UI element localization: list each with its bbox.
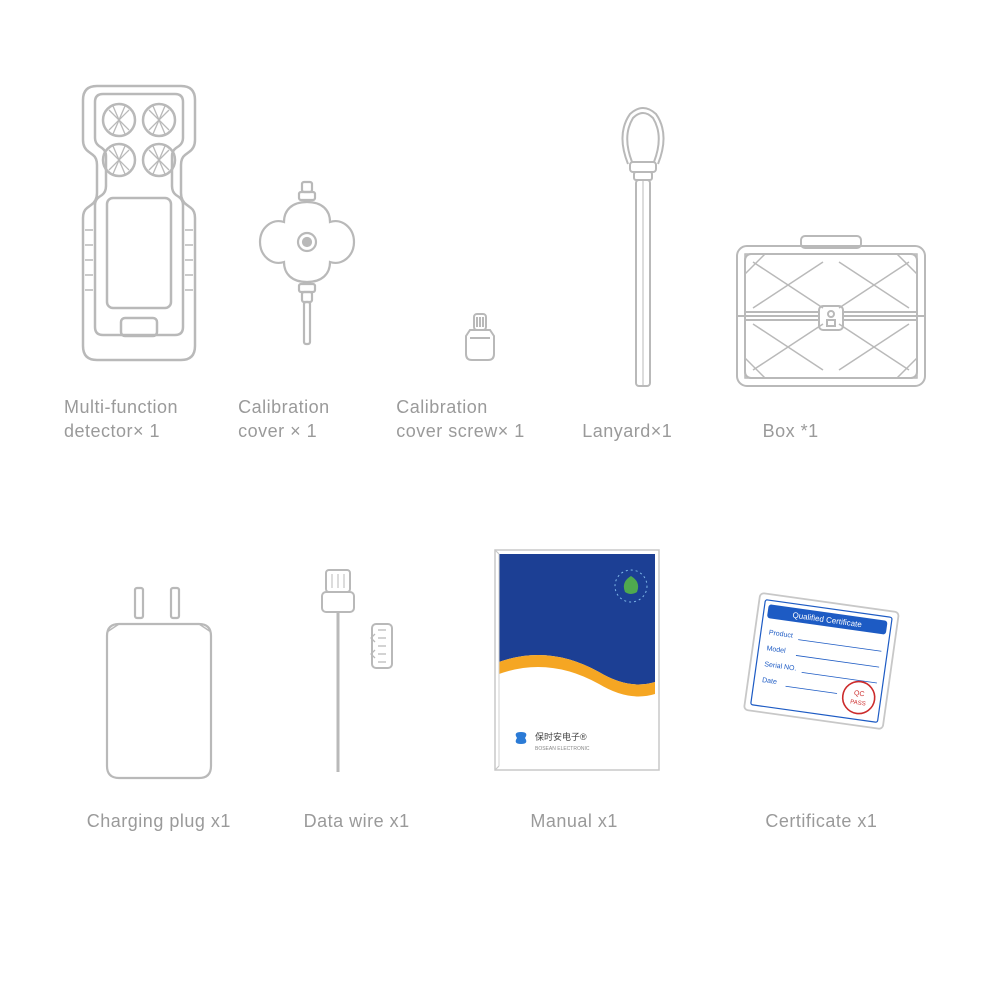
label-cert: Certificate x1 bbox=[765, 809, 877, 833]
label-box: Box *1 bbox=[723, 419, 819, 443]
item-calscrew: Calibration cover screw× 1 bbox=[396, 80, 564, 444]
lanyard-icon bbox=[608, 104, 678, 394]
item-wire: Data wire x1 bbox=[268, 544, 446, 833]
svg-text:BOSEAN ELECTRONIC: BOSEAN ELECTRONIC bbox=[535, 746, 590, 752]
svg-text:保时安电子®: 保时安电子® bbox=[535, 731, 587, 742]
item-box: Box *1 bbox=[723, 104, 940, 443]
item-plug: Charging plug x1 bbox=[60, 544, 258, 833]
label-calscrew: Calibration cover screw× 1 bbox=[396, 395, 525, 444]
wire-icon bbox=[302, 564, 412, 784]
box-icon bbox=[731, 234, 931, 394]
item-detector: Multi-function detector× 1 bbox=[60, 80, 218, 444]
calcover-icon bbox=[252, 180, 362, 350]
cert-icon: Qualified Certificate Product Model Seri… bbox=[731, 574, 911, 754]
manual-icon: 保时安电子® BOSEAN ELECTRONIC bbox=[479, 544, 669, 784]
label-plug: Charging plug x1 bbox=[87, 809, 231, 833]
label-manual: Manual x1 bbox=[530, 809, 618, 833]
detector-icon bbox=[69, 80, 209, 370]
items-row-1: Multi-function detector× 1 bbox=[60, 80, 940, 444]
item-cert: Qualified Certificate Product Model Seri… bbox=[703, 544, 940, 833]
item-manual: 保时安电子® BOSEAN ELECTRONIC Manual x1 bbox=[456, 544, 693, 833]
item-calcover: Calibration cover × 1 bbox=[228, 80, 386, 444]
label-wire: Data wire x1 bbox=[304, 809, 410, 833]
calscrew-icon bbox=[460, 310, 500, 370]
item-lanyard: Lanyard×1 bbox=[574, 104, 712, 443]
label-lanyard: Lanyard×1 bbox=[574, 419, 672, 443]
label-calcover: Calibration cover × 1 bbox=[228, 395, 330, 444]
plug-icon bbox=[99, 584, 219, 784]
svg-text:QC: QC bbox=[854, 690, 865, 698]
label-detector: Multi-function detector× 1 bbox=[60, 395, 178, 444]
items-row-2: Charging plug x1 bbox=[60, 544, 940, 833]
